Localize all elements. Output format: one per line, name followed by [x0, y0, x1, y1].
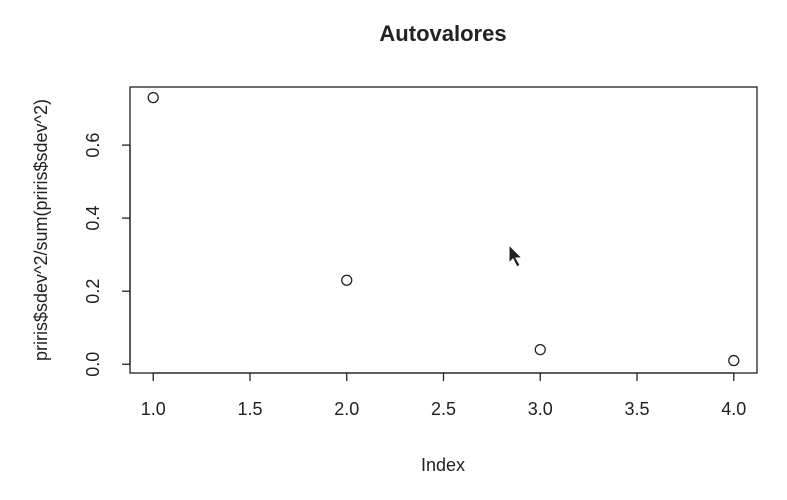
x-tick-label: 1.5 — [237, 399, 262, 419]
x-tick-label: 1.0 — [141, 399, 166, 419]
y-tick-label: 0.6 — [83, 133, 103, 158]
point — [147, 91, 159, 104]
x-tick-label: 2.0 — [334, 399, 359, 419]
point — [341, 274, 353, 286]
mouse-cursor — [508, 243, 524, 268]
x-tick-label: 4.0 — [721, 399, 746, 419]
point — [534, 343, 546, 356]
y-axis-label: priris$sdev^2/sum(priris$sdev^2) — [31, 99, 51, 361]
chart-title: Autovalores — [379, 21, 506, 46]
x-tick-label: 3.0 — [528, 399, 553, 419]
y-tick-label: 0.4 — [83, 206, 103, 231]
y-tick-label: 0.2 — [83, 279, 103, 304]
x-axis-label: Index — [421, 455, 465, 475]
x-tick-label: 2.5 — [431, 399, 456, 419]
point — [728, 354, 740, 367]
y-tick-label: 0.0 — [83, 352, 103, 377]
x-tick-label: 3.5 — [625, 399, 650, 419]
